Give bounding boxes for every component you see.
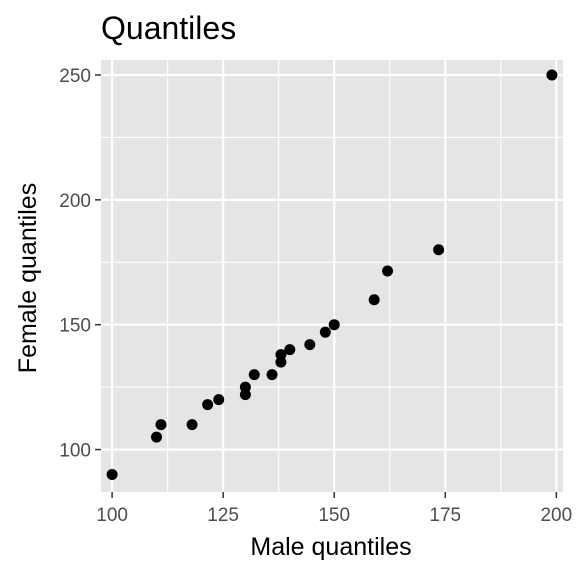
y-tick-label: 100 bbox=[59, 441, 91, 462]
data-point bbox=[249, 369, 260, 380]
data-point bbox=[369, 294, 380, 305]
x-tick-label: 200 bbox=[540, 505, 572, 526]
y-tick-label: 200 bbox=[59, 191, 91, 212]
data-point bbox=[202, 399, 213, 410]
data-point bbox=[329, 319, 340, 330]
y-axis-ticks: 100 150 200 250 bbox=[59, 66, 101, 462]
data-point bbox=[320, 327, 331, 338]
x-tick-label: 125 bbox=[207, 505, 239, 526]
x-axis-title: Male quantiles bbox=[250, 533, 411, 561]
data-point bbox=[433, 244, 444, 255]
x-tick-label: 100 bbox=[96, 505, 128, 526]
x-tick-label: 150 bbox=[318, 505, 350, 526]
data-point bbox=[155, 419, 166, 430]
plot-panel bbox=[101, 60, 563, 492]
data-point bbox=[284, 344, 295, 355]
y-tick-label: 150 bbox=[59, 316, 91, 337]
data-point bbox=[267, 369, 278, 380]
data-point bbox=[107, 469, 118, 480]
data-point bbox=[187, 419, 198, 430]
y-axis-title: Female quantiles bbox=[14, 183, 42, 373]
data-point bbox=[304, 339, 315, 350]
data-point bbox=[382, 266, 393, 277]
data-point bbox=[546, 69, 557, 80]
x-axis-ticks: 100 125 150 175 200 bbox=[96, 492, 572, 526]
data-point bbox=[213, 394, 224, 405]
x-tick-label: 175 bbox=[429, 505, 461, 526]
data-point bbox=[151, 432, 162, 443]
chart-title: Quantiles bbox=[101, 10, 236, 46]
data-point bbox=[240, 382, 251, 393]
y-tick-label: 250 bbox=[59, 66, 91, 87]
